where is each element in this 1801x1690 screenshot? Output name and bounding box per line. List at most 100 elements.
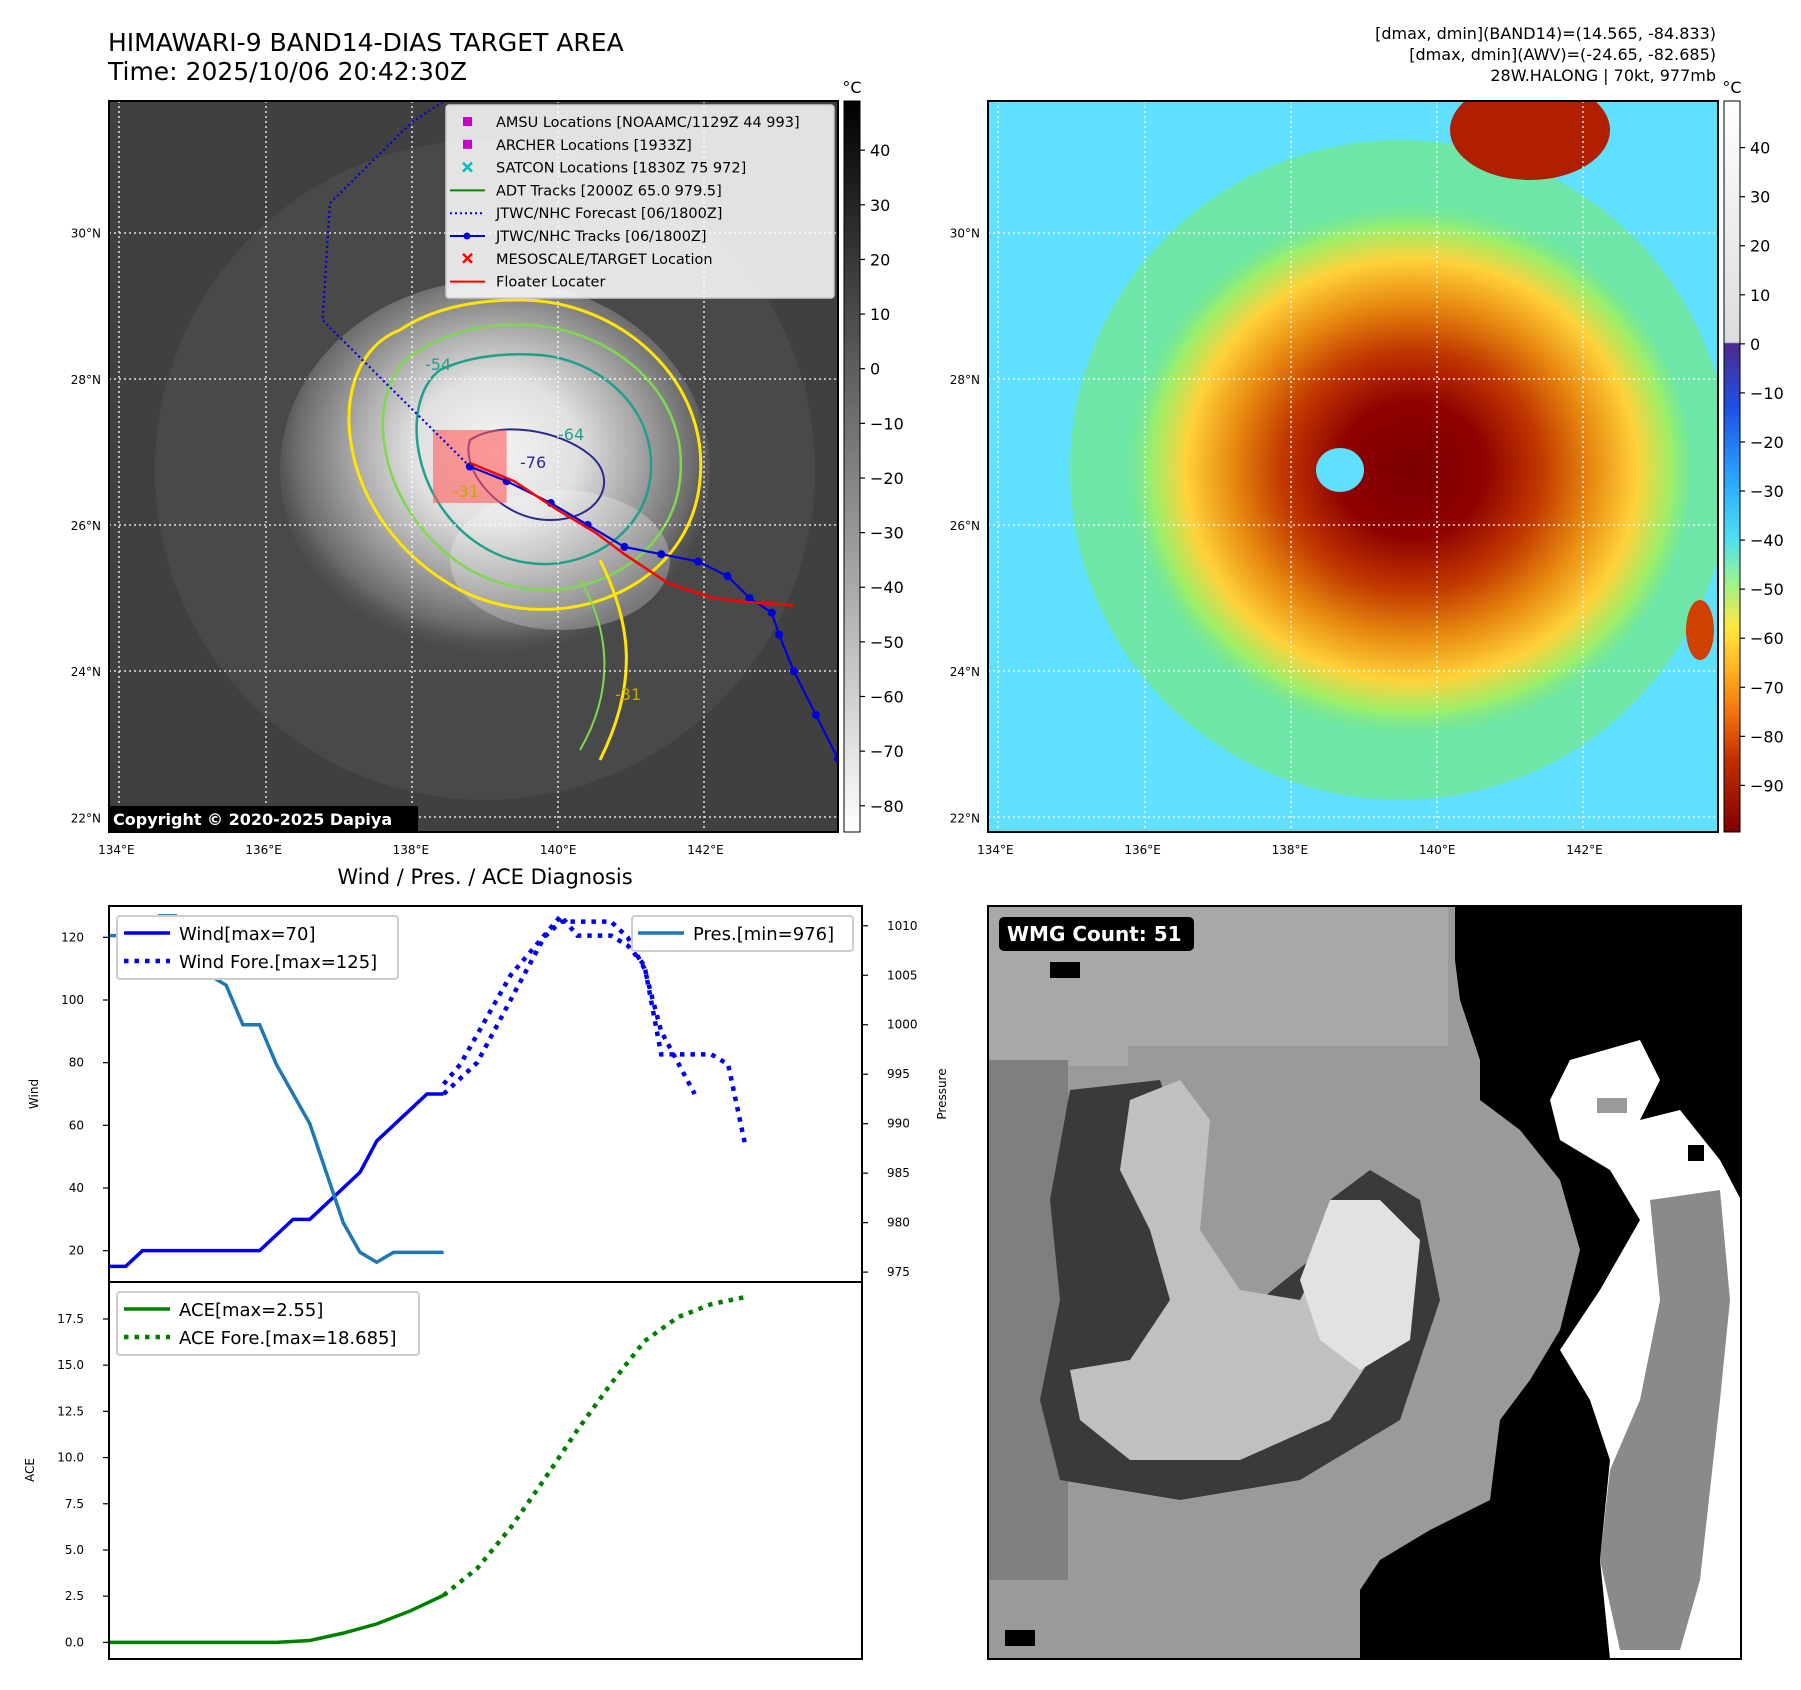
pressure-forecast-series-line <box>441 912 748 1144</box>
ir-lat-tick-label: 22°N <box>71 811 101 825</box>
pressure-axis-label: Pressure <box>935 1068 949 1119</box>
wmg-block <box>988 1060 1068 1580</box>
info-band14: [dmax, dmin](BAND14)=(14.565, -84.833) <box>1375 24 1716 43</box>
jtwc-track-point <box>775 630 784 639</box>
legend-ace-fore-label: ACE Fore.[max=18.685] <box>179 1328 397 1349</box>
awv-lat-tick-label: 22°N <box>950 811 980 825</box>
legend-wind-label: Wind[max=70] <box>179 924 316 945</box>
figure-title: HIMAWARI-9 BAND14-DIAS TARGET AREA <box>108 28 624 57</box>
contour-label-31b: -31 <box>615 685 641 704</box>
copyright-text: Copyright © 2020-2025 Dapiya <box>113 810 392 829</box>
awv-storm-core <box>1110 200 1690 740</box>
wind-axis-ticks: 20 40 60 80 100 120 <box>61 930 109 1258</box>
diagnosis-title: Wind / Pres. / ACE Diagnosis <box>337 865 632 889</box>
jtwc-track-point <box>811 711 820 720</box>
ir-lon-ticks: 134°E 136°E 138°E 140°E 142°E <box>98 843 724 857</box>
wind-forecast-series-line <box>442 919 697 1096</box>
ir-legend-label: Floater Locater <box>496 275 605 291</box>
awv-colorbar-tick-label: 30 <box>1750 188 1770 207</box>
wmg-count-label: WMG Count: 51 <box>1007 922 1182 946</box>
awv-colorbar-ticks: 40 30 20 10 0 −10 −20 −30 −40 −50 −60 −70 −80 −90 <box>1740 139 1784 795</box>
awv-colorbar-tick-label: −30 <box>1750 482 1784 501</box>
ir-legend-swatch <box>462 161 473 173</box>
awv-colorbar-tick-label: 20 <box>1750 237 1770 256</box>
pressure-legend: Pres.[min=976] <box>631 915 854 952</box>
awv-east-cell <box>1686 600 1714 660</box>
ir-colorbar-tick-label: −50 <box>870 633 904 652</box>
ace-axis-label: ACE <box>23 1458 37 1482</box>
awv-lon-tick-label: 140°E <box>1419 843 1456 857</box>
ir-legend-label: JTWC/NHC Tracks [06/1800Z] <box>495 229 707 245</box>
legend-wind-fore-label: Wind Fore.[max=125] <box>179 952 377 973</box>
ir-lat-tick-label: 26°N <box>71 519 101 533</box>
wind-series-line <box>109 1092 444 1269</box>
info-storm: 28W.HALONG | 70kt, 977mb <box>1490 66 1716 85</box>
contour-label-64: -64 <box>558 425 584 444</box>
legend-pres-label: Pres.[min=976] <box>693 924 834 945</box>
awv-colorbar-tick-label: −70 <box>1750 678 1784 697</box>
wind-tick-label: 100 <box>61 993 84 1007</box>
ace-forecast-series-line <box>442 1294 746 1597</box>
wmg-frame <box>987 905 1742 1660</box>
jtwc-track-point <box>789 667 798 676</box>
ir-legend-label: AMSU Locations [NOAAMC/1129Z 44 993] <box>496 115 800 131</box>
pressure-tick-label: 975 <box>887 1265 910 1279</box>
pressure-tick-label: 985 <box>887 1166 910 1180</box>
ace-axes-frame <box>108 1281 863 1660</box>
diagnosis-chart: Wind / Pres. / ACE Diagnosis 20 40 60 80 100… <box>23 865 949 1660</box>
legend-ace-label: ACE[max=2.55] <box>179 1300 323 1321</box>
ace-tick-label: 15.0 <box>57 1358 84 1372</box>
ace-axis-ticks: 0.0 2.5 5.0 7.5 10.0 12.5 15.0 17.5 <box>57 1312 109 1649</box>
awv-colorbar-tick-label: −60 <box>1750 629 1784 648</box>
ir-lon-tick-label: 134°E <box>98 843 135 857</box>
wmg-block <box>1005 1630 1035 1646</box>
ir-colorbar-tick-label: 0 <box>870 360 880 379</box>
ir-lon-tick-label: 138°E <box>393 843 430 857</box>
ir-colorbar-tick-label: −20 <box>870 469 904 488</box>
ir-colorbar-unit: °C <box>842 78 861 97</box>
ir-copyright: Copyright © 2020-2025 Dapiya <box>109 806 418 832</box>
ir-map-panel: -54 -64 -76 -31 -31 Copyright © 2020-202… <box>71 100 839 857</box>
ace-tick-label: 12.5 <box>57 1404 84 1418</box>
contour-yellow <box>347 298 703 611</box>
wmg-count-badge <box>999 917 1194 951</box>
awv-lat-tick-label: 26°N <box>950 519 980 533</box>
jtwc-track-point <box>620 542 629 551</box>
ir-colorbar-ticks: 40 30 20 10 0 −10 −20 −30 −40 −50 −60 −70 −80 <box>860 141 904 816</box>
contour-label-31a: -31 <box>453 482 479 501</box>
ir-colorbar-tick-label: 10 <box>870 305 890 324</box>
wind-legend: Wind[max=70] Wind Fore.[max=125] <box>116 915 399 980</box>
jtwc-forecast-track <box>321 101 471 468</box>
jtwc-track-point <box>657 550 666 559</box>
ir-legend: AMSU Locations [NOAAMC/1129Z 44 993] ARCH… <box>445 104 835 299</box>
jtwc-past-track <box>469 465 838 760</box>
awv-lon-ticks: 134°E 136°E 138°E 140°E 142°E <box>977 843 1603 857</box>
awv-colorbar-tick-label: −80 <box>1750 727 1784 746</box>
ace-tick-label: 0.0 <box>65 1635 84 1649</box>
pressure-axis-ticks: 975 980 985 990 995 1000 1005 1010 <box>862 919 918 1279</box>
ir-lat-tick-label: 28°N <box>71 373 101 387</box>
awv-lon-tick-label: 138°E <box>1272 843 1309 857</box>
awv-colorbar-tick-label: −90 <box>1750 776 1784 795</box>
awv-colorbar: °C 40 30 20 10 0 −10 −20 −30 −40 −50 −60 −70 −80 −90 <box>1722 78 1784 833</box>
pressure-tick-label: 1010 <box>887 919 918 933</box>
info-awv: [dmax, dmin](AWV)=(-24.65, -82.685) <box>1409 45 1716 64</box>
wmg-panel: WMG Count: 51 <box>987 905 1742 1660</box>
awv-colorbar-tick-label: −40 <box>1750 531 1784 550</box>
ir-lon-tick-label: 140°E <box>540 843 577 857</box>
contour-label-54: -54 <box>425 355 451 374</box>
figure-time: Time: 2025/10/06 20:42:30Z <box>107 57 467 86</box>
wmg-gray-region <box>1600 1190 1730 1650</box>
awv-colorbar-tick-label: −50 <box>1750 580 1784 599</box>
pressure-tick-label: 990 <box>887 1117 910 1131</box>
ir-legend-label: ADT Tracks [2000Z 65.0 979.5] <box>496 183 722 199</box>
grid-lines-awv <box>988 101 1718 832</box>
wmg-block <box>1688 1145 1704 1161</box>
awv-lon-tick-label: 136°E <box>1124 843 1161 857</box>
awv-lon-tick-label: 134°E <box>977 843 1014 857</box>
ir-colorbar-tick-label: 40 <box>870 141 890 160</box>
ir-legend-swatch <box>463 117 472 126</box>
awv-frame <box>987 100 1719 833</box>
ir-colorbar-tick-label: −70 <box>870 742 904 761</box>
